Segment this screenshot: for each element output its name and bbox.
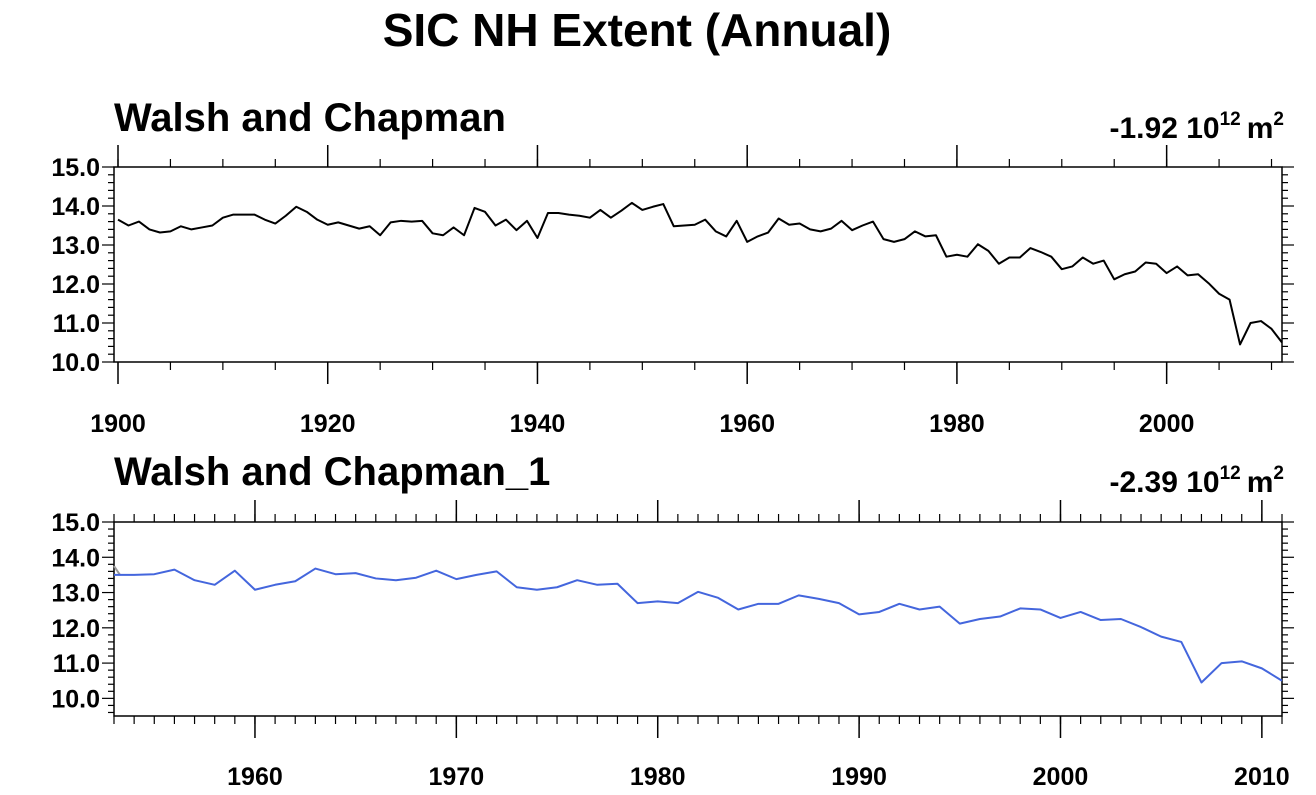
y-tick-label: 10.0 [51,685,100,713]
y-tick-label: 12.0 [51,271,100,299]
chart-title: Walsh and Chapman [114,96,506,140]
y-tick-label: 14.0 [51,193,100,221]
x-tick-label: 1980 [929,410,985,438]
x-tick-label: 1960 [719,410,775,438]
x-tick-label: 1990 [831,763,887,791]
y-tick-label: 10.0 [51,349,100,377]
trend-annotation: -1.92 1012 m2 [1110,109,1285,145]
trend-value: -2.39 10 [1110,466,1220,499]
y-tick-label: 15.0 [51,154,100,182]
x-tick-label: 1920 [300,410,356,438]
page-title: SIC NH Extent (Annual) [383,4,892,56]
trend-unit-exponent: 2 [1273,463,1284,484]
chart-title: Walsh and Chapman_1 [114,450,550,494]
plot-frame [113,166,1283,363]
trend-unit: m [1247,112,1274,145]
trend-exponent: 12 [1220,109,1241,130]
axes: 10.0 11.0 12.0 13.0 14.0 15.0 1960 1970 1980 1990… [51,500,1294,791]
chart-panel-walsh-chapman: Walsh and Chapman -1.92 1012 m2 10.011.01… [51,96,1294,438]
y-tick-label: 14.0 [51,544,100,572]
x-tick-label: 1970 [429,763,485,791]
axes: 10.0 11.0 12.0 13.0 14.0 15.0 1900 1920 1940 1960… [51,145,1294,438]
series-line [117,201,1283,346]
trend-unit-exponent: 2 [1273,109,1284,130]
y-tick-label: 13.0 [51,580,100,608]
x-tick-label: 2010 [1234,763,1290,791]
x-tick-label: 1940 [510,410,566,438]
x-tick-label: 2000 [1139,410,1195,438]
y-tick-label: 11.0 [53,650,100,678]
trend-unit: m [1247,466,1274,499]
trend-exponent: 12 [1220,463,1241,484]
series-lead-in [113,565,121,576]
trend-annotation: -2.39 1012 m2 [1110,463,1285,499]
x-tick-label: 2000 [1033,763,1089,791]
series-line [114,567,1283,684]
y-tick-label: 13.0 [51,232,100,260]
y-tick-label: 11.0 [53,310,100,338]
y-tick-label: 12.0 [51,615,100,643]
series-layer [117,201,1283,346]
chart-panel-walsh-chapman-1: Walsh and Chapman_1 -2.39 1012 m2 10.0 11.… [51,450,1294,791]
x-tick-label: 1900 [90,410,146,438]
y-tick-label: 15.0 [51,509,100,537]
x-tick-label: 1960 [227,763,283,791]
series-layer [113,565,1283,684]
trend-value: -1.92 10 [1110,112,1220,145]
x-tick-label: 1980 [630,763,686,791]
